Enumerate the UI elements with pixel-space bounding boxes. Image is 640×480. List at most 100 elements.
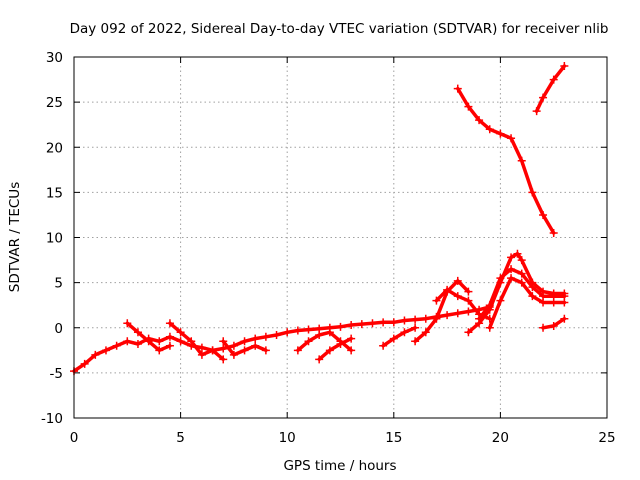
data-point <box>112 341 121 350</box>
x-axis-label: GPS time / hours <box>283 458 396 474</box>
data-point <box>176 337 185 346</box>
data-point <box>187 337 196 346</box>
data-point <box>272 330 281 339</box>
data-point <box>496 274 505 283</box>
x-tick-label: 15 <box>385 430 402 446</box>
data-point <box>421 328 430 337</box>
y-tick-label: 10 <box>46 231 63 247</box>
data-point <box>315 330 324 339</box>
data-point <box>453 84 462 93</box>
data-point <box>229 341 238 350</box>
data-point <box>123 337 132 346</box>
data-point <box>400 316 409 325</box>
data-point <box>528 283 537 292</box>
data-point <box>144 337 153 346</box>
data-point <box>165 332 174 341</box>
data-point <box>251 334 260 343</box>
series-track-b <box>168 321 225 362</box>
data-point <box>507 265 516 274</box>
data-point <box>197 350 206 359</box>
data-point <box>517 269 526 278</box>
data-point <box>347 321 356 330</box>
data-point <box>219 337 228 346</box>
data-point <box>165 341 174 350</box>
y-tick-label: 30 <box>46 50 63 66</box>
data-point <box>517 278 526 287</box>
data-point <box>165 319 174 328</box>
x-tick-label: 5 <box>176 430 185 446</box>
data-point <box>549 75 558 84</box>
data-point <box>155 346 164 355</box>
series-track-high-2 <box>534 64 567 113</box>
data-point <box>549 228 558 237</box>
data-point <box>453 292 462 301</box>
y-tick-label: 0 <box>54 321 63 337</box>
y-tick-label: 15 <box>46 185 63 201</box>
data-point <box>208 346 217 355</box>
data-point <box>261 332 270 341</box>
data-point <box>517 156 526 165</box>
data-point <box>560 62 569 71</box>
y-tick-label: 5 <box>54 276 63 292</box>
data-point <box>80 359 89 368</box>
series-track-main <box>72 305 492 373</box>
data-point <box>325 346 334 355</box>
data-point <box>496 129 505 138</box>
data-point <box>475 116 484 125</box>
data-point <box>464 328 473 337</box>
data-point <box>421 314 430 323</box>
data-point <box>91 350 100 359</box>
data-point <box>517 256 526 265</box>
data-point <box>507 253 516 262</box>
data-point <box>133 339 142 348</box>
data-point <box>347 334 356 343</box>
data-point <box>475 314 484 323</box>
data-point <box>432 296 441 305</box>
data-point <box>368 319 377 328</box>
data-point <box>315 355 324 364</box>
x-tick-label: 25 <box>598 430 615 446</box>
x-tick-label: 20 <box>492 430 509 446</box>
data-point <box>532 107 541 116</box>
data-point <box>304 337 313 346</box>
data-point <box>507 134 516 143</box>
data-point <box>528 292 537 301</box>
data-point <box>379 318 388 327</box>
data-point <box>411 337 420 346</box>
data-point <box>379 341 388 350</box>
data-point <box>229 350 238 359</box>
data-point <box>485 125 494 134</box>
data-point <box>123 319 132 328</box>
data-point <box>336 339 345 348</box>
x-tick-label: 0 <box>70 430 79 446</box>
data-point <box>389 334 398 343</box>
data-point <box>464 307 473 316</box>
data-point <box>560 314 569 323</box>
data-point <box>133 328 142 337</box>
data-point <box>539 210 548 219</box>
data-point <box>443 285 452 294</box>
y-tick-label: -10 <box>41 411 63 427</box>
y-tick-label: -5 <box>50 366 63 382</box>
data-point <box>411 323 420 332</box>
data-point <box>101 346 110 355</box>
y-tick-label: 20 <box>46 140 63 156</box>
data-point <box>400 328 409 337</box>
y-axis-label: SDTVAR / TECUs <box>7 182 23 292</box>
data-point <box>539 323 548 332</box>
data-point <box>432 314 441 323</box>
data-point <box>464 102 473 111</box>
data-point <box>251 341 260 350</box>
y-tick-label: 25 <box>46 95 63 111</box>
data-point <box>197 343 206 352</box>
plot-frame <box>73 56 608 419</box>
data-point <box>347 346 356 355</box>
data-point <box>219 355 228 364</box>
series-track-g <box>413 279 471 344</box>
data-point <box>293 326 302 335</box>
series-track-f <box>381 326 417 348</box>
series-track-e <box>317 336 353 362</box>
data-point <box>485 301 494 310</box>
data-point <box>336 322 345 331</box>
